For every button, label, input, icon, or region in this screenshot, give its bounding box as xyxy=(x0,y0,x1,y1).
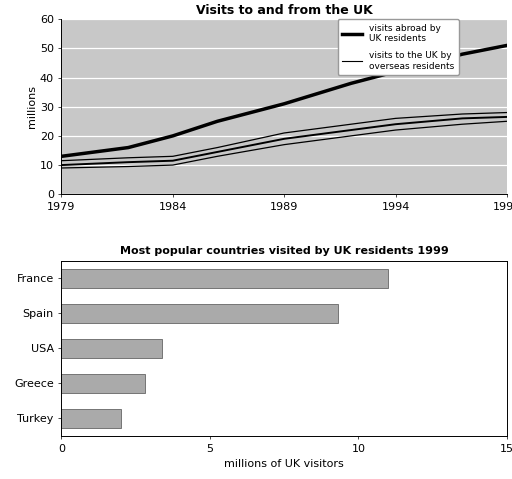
X-axis label: millions of UK visitors: millions of UK visitors xyxy=(224,459,344,469)
Y-axis label: millions: millions xyxy=(27,85,37,128)
Bar xyxy=(61,269,388,288)
Title: Visits to and from the UK: Visits to and from the UK xyxy=(196,4,373,17)
Legend: visits abroad by
UK residents, visits to the UK by
overseas residents: visits abroad by UK residents, visits to… xyxy=(337,19,459,75)
Bar xyxy=(61,374,144,393)
Title: Most popular countries visited by UK residents 1999: Most popular countries visited by UK res… xyxy=(120,246,449,256)
Bar xyxy=(61,339,162,358)
Bar xyxy=(61,409,121,428)
Bar xyxy=(61,304,337,323)
